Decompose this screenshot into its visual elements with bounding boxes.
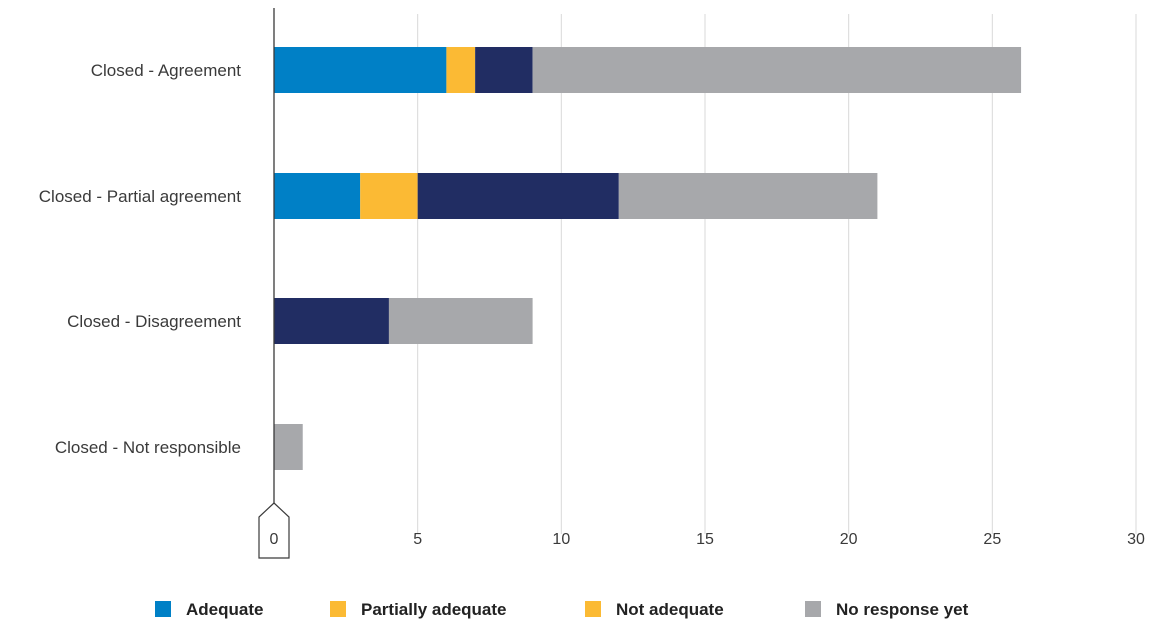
bar-no-response-yet-closed-not-responsible — [274, 424, 303, 470]
legend: Adequate Partially adequate Not adequate No… — [155, 600, 969, 619]
x-tick-label-0: 0 — [270, 531, 279, 548]
bar-partially-adequate-closed-agreement — [446, 47, 476, 93]
category-label-closed-agreement: Closed - Agreement — [91, 61, 242, 80]
x-tick-label-15: 15 — [696, 531, 714, 548]
x-tick-label-5: 5 — [413, 531, 422, 548]
legend-label-adequate: Adequate — [186, 600, 263, 619]
bars — [274, 47, 1022, 470]
bar-not-adequate-closed-disagreement — [274, 298, 389, 344]
category-label-closed-disagreement: Closed - Disagreement — [67, 312, 241, 331]
x-tick-label-30: 30 — [1127, 531, 1145, 548]
bar-no-response-yet-closed-agreement — [532, 47, 1022, 93]
bar-adequate-closed-partial-agreement — [274, 173, 361, 219]
bar-adequate-closed-agreement — [274, 47, 447, 93]
x-tick-label-10: 10 — [552, 531, 570, 548]
legend-swatch-adequate — [155, 601, 171, 617]
bar-not-adequate-closed-partial-agreement — [417, 173, 619, 219]
x-tick-label-20: 20 — [840, 531, 858, 548]
legend-swatch-not-adequate — [585, 601, 601, 617]
legend-swatch-partially-adequate — [330, 601, 346, 617]
legend-label-no-response-yet: No response yet — [836, 600, 969, 619]
legend-swatch-no-response-yet — [805, 601, 821, 617]
x-tick-label-25: 25 — [983, 531, 1001, 548]
x-tick-labels: 0 5 10 15 20 25 30 — [270, 531, 1145, 548]
category-labels: Closed - Agreement Closed - Partial agree… — [39, 61, 241, 457]
legend-label-not-adequate: Not adequate — [616, 600, 724, 619]
bar-no-response-yet-closed-partial-agreement — [618, 173, 878, 219]
bar-no-response-yet-closed-disagreement — [388, 298, 533, 344]
bar-partially-adequate-closed-partial-agreement — [360, 173, 418, 219]
bar-not-adequate-closed-agreement — [475, 47, 533, 93]
category-label-closed-partial-agreement: Closed - Partial agreement — [39, 187, 241, 206]
zero-marker — [258, 502, 290, 559]
legend-label-partially-adequate: Partially adequate — [361, 600, 507, 619]
category-label-closed-not-responsible: Closed - Not responsible — [55, 438, 241, 457]
gridlines — [417, 14, 1137, 534]
y-axis — [258, 8, 290, 559]
